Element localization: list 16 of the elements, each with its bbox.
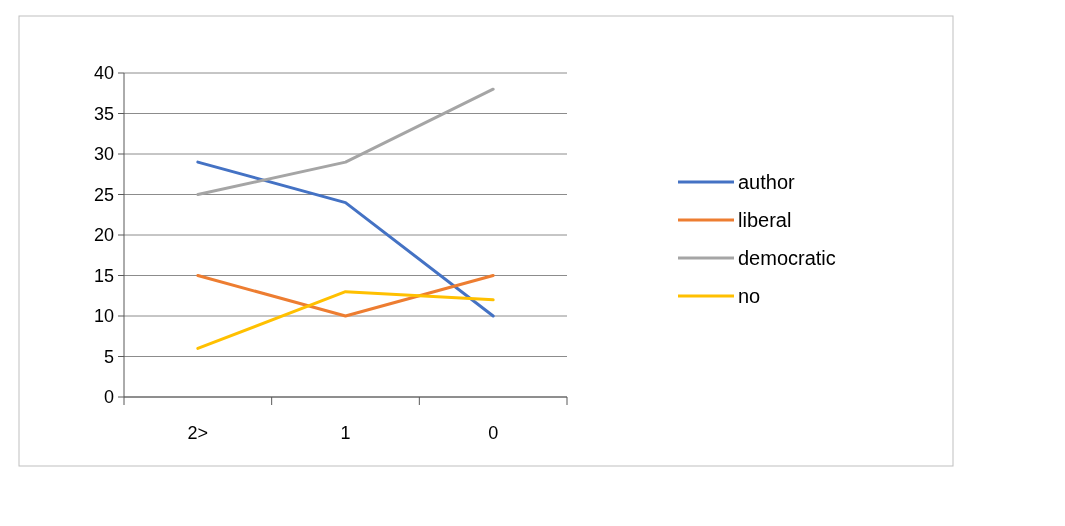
x-tick-label: 0 bbox=[488, 423, 499, 443]
y-tick-label: 15 bbox=[93, 265, 114, 286]
y-tick-label: 35 bbox=[93, 103, 114, 124]
legend-label: liberal bbox=[738, 209, 792, 231]
y-tick-label: 10 bbox=[93, 306, 114, 327]
legend-label: author bbox=[738, 171, 796, 193]
y-tick-label: 20 bbox=[93, 225, 114, 246]
legend-label: democratic bbox=[738, 247, 836, 269]
y-tick-label: 40 bbox=[93, 63, 114, 84]
legend-label: no bbox=[738, 285, 761, 307]
y-tick-label: 25 bbox=[93, 184, 114, 205]
x-tick-label: 1 bbox=[340, 423, 351, 443]
x-tick-label: 2> bbox=[187, 423, 209, 443]
y-tick-label: 0 bbox=[103, 387, 114, 408]
y-tick-label: 5 bbox=[103, 346, 114, 367]
y-tick-label: 30 bbox=[93, 144, 114, 165]
